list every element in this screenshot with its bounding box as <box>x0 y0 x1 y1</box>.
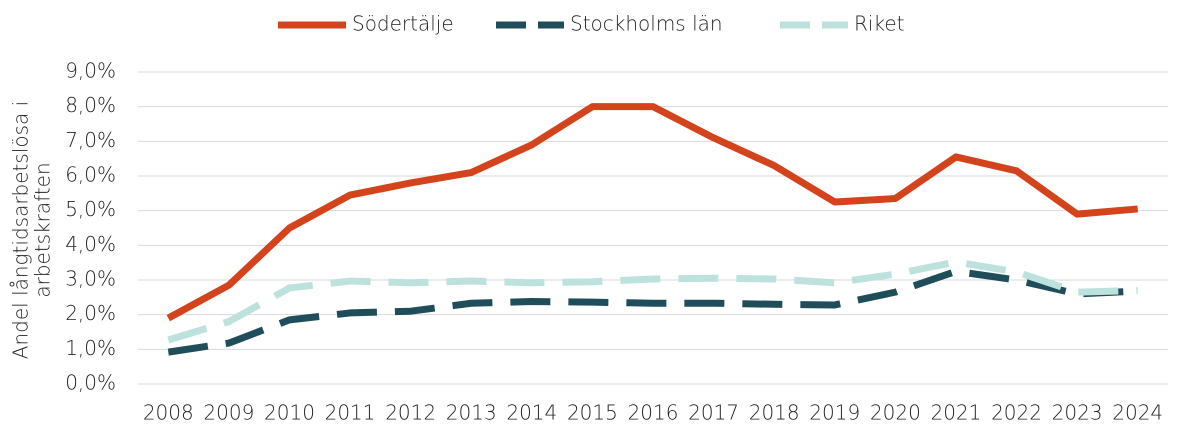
x-tick-label: 2016 <box>628 401 679 424</box>
x-tick-label: 2021 <box>930 401 981 424</box>
y-tick-label: 7,0% <box>65 128 116 152</box>
x-tick-label: 2008 <box>143 401 194 424</box>
x-tick-label: 2013 <box>446 401 497 424</box>
y-tick-label: 8,0% <box>65 93 116 117</box>
x-tick-label: 2011 <box>325 401 376 424</box>
x-tick-label: 2018 <box>749 401 800 424</box>
x-tick-label: 2024 <box>1112 401 1163 424</box>
x-tick-label: 2014 <box>506 401 557 424</box>
x-tick-label: 2015 <box>567 401 618 424</box>
x-tick-label: 2022 <box>991 401 1042 424</box>
x-tick-label: 2010 <box>264 401 315 424</box>
y-tick-label: 3,0% <box>65 267 116 291</box>
series-line <box>167 267 1138 356</box>
y-tick-label: 0,0% <box>65 371 116 395</box>
y-axis-label: Andel långtidsarbetslösa i <box>9 101 33 359</box>
x-tick-label: 2009 <box>203 401 254 424</box>
x-tick-label: 2020 <box>870 401 921 424</box>
y-tick-label: 4,0% <box>65 232 116 256</box>
y-tick-label: 5,0% <box>65 197 116 221</box>
y-tick-label: 9,0% <box>65 59 116 83</box>
y-tick-label: 1,0% <box>65 336 116 360</box>
series-line <box>167 258 1138 344</box>
x-tick-label: 2023 <box>1052 401 1103 424</box>
y-axis-label: arbetskraften <box>31 162 55 297</box>
y-tick-label: 2,0% <box>65 301 116 325</box>
x-tick-label: 2012 <box>385 401 436 424</box>
x-tick-label: 2019 <box>809 401 860 424</box>
x-tick-label: 2017 <box>688 401 739 424</box>
series-line <box>166 103 1139 322</box>
legend-label: Stockholms län <box>570 12 723 36</box>
legend-label: Södertälje <box>352 12 454 36</box>
legend-label: Riket <box>854 12 904 36</box>
y-tick-label: 6,0% <box>65 163 116 187</box>
